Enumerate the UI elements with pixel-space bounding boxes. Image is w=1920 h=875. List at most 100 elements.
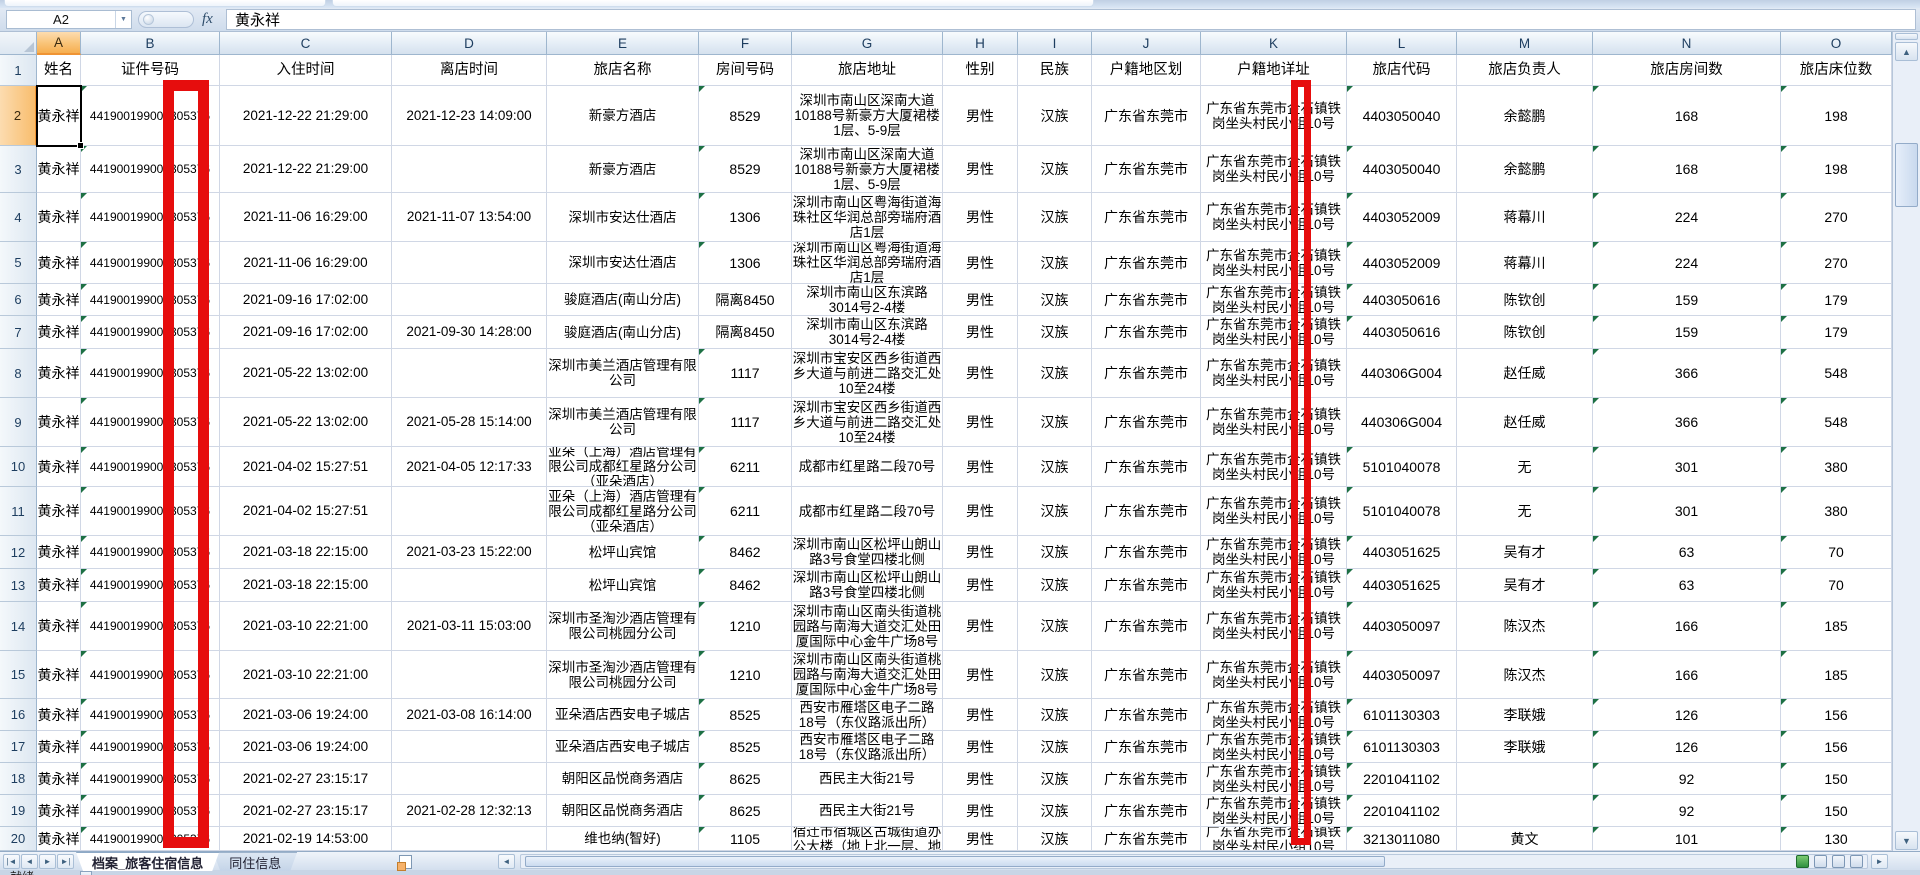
- cell-L12[interactable]: 4403051625: [1347, 536, 1457, 569]
- cell-J6[interactable]: 广东省东莞市: [1092, 284, 1201, 316]
- row-header-3[interactable]: 3: [0, 146, 37, 193]
- cell-A7[interactable]: 黄永祥: [37, 316, 81, 349]
- cell-H17[interactable]: 男性: [943, 731, 1018, 763]
- column-header-O[interactable]: O: [1781, 32, 1892, 55]
- cell-M5[interactable]: 蒋幕川: [1457, 242, 1593, 284]
- cell-N8[interactable]: 366: [1593, 349, 1781, 398]
- cell-M8[interactable]: 赵任威: [1457, 349, 1593, 398]
- cell-E10[interactable]: 亚朵（上海）酒店管理有限公司成都红星路分公司（亚朵酒店）: [547, 447, 699, 487]
- cell-B9[interactable]: 441900199009305376: [81, 398, 220, 447]
- cell-H11[interactable]: 男性: [943, 487, 1018, 536]
- cell-H16[interactable]: 男性: [943, 699, 1018, 731]
- cell-O4[interactable]: 270: [1781, 193, 1892, 242]
- cell-B4[interactable]: 441900199009305376: [81, 193, 220, 242]
- status-green-icon[interactable]: [1796, 855, 1809, 868]
- cell-J2[interactable]: 广东省东莞市: [1092, 86, 1201, 146]
- cell-N18[interactable]: 92: [1593, 763, 1781, 795]
- scroll-down-button[interactable]: ▼: [1895, 831, 1918, 850]
- cell-A6[interactable]: 黄永祥: [37, 284, 81, 316]
- cell-L17[interactable]: 6101130303: [1347, 731, 1457, 763]
- cell-B11[interactable]: 441900199009305376: [81, 487, 220, 536]
- cell-E11[interactable]: 亚朵（上海）酒店管理有限公司成都红星路分公司（亚朵酒店）: [547, 487, 699, 536]
- cell-K1[interactable]: 户籍地详址: [1201, 55, 1347, 86]
- cell-G15[interactable]: 深圳市南山区南头街道桃园路与南海大道交汇处田厦国际中心金牛广场8号: [792, 651, 943, 699]
- cell-G2[interactable]: 深圳市南山区深南大道10188号新豪方大厦裙楼1层、5-9层: [792, 86, 943, 146]
- row-header-12[interactable]: 12: [0, 536, 37, 569]
- column-header-E[interactable]: E: [547, 32, 699, 55]
- row-header-2[interactable]: 2: [0, 86, 37, 146]
- cell-N6[interactable]: 159: [1593, 284, 1781, 316]
- cell-H15[interactable]: 男性: [943, 651, 1018, 699]
- cell-I11[interactable]: 汉族: [1018, 487, 1092, 536]
- cell-E12[interactable]: 松坪山宾馆: [547, 536, 699, 569]
- cell-F14[interactable]: 1210: [699, 602, 792, 651]
- cell-O19[interactable]: 150: [1781, 795, 1892, 827]
- cell-F10[interactable]: 6211: [699, 447, 792, 487]
- cell-F13[interactable]: 8462: [699, 569, 792, 602]
- cell-M3[interactable]: 余懿鹏: [1457, 146, 1593, 193]
- cell-L16[interactable]: 6101130303: [1347, 699, 1457, 731]
- cell-D6[interactable]: [392, 284, 547, 316]
- view-normal-icon[interactable]: [1814, 855, 1827, 868]
- cell-K10[interactable]: 广东省东莞市企石镇铁岗坐头村民小组10号: [1201, 447, 1347, 487]
- cell-D17[interactable]: [392, 731, 547, 763]
- cell-B3[interactable]: 441900199009305376: [81, 146, 220, 193]
- cell-B2[interactable]: 441900199009305376: [81, 86, 220, 146]
- cell-B14[interactable]: 441900199009305376: [81, 602, 220, 651]
- cell-L8[interactable]: 440306G004: [1347, 349, 1457, 398]
- column-header-I[interactable]: I: [1018, 32, 1092, 55]
- cell-F3[interactable]: 8529: [699, 146, 792, 193]
- cell-L7[interactable]: 4403050616: [1347, 316, 1457, 349]
- cell-A2[interactable]: 黄永祥: [37, 86, 81, 146]
- cell-G10[interactable]: 成都市红星路二段70号: [792, 447, 943, 487]
- cell-K17[interactable]: 广东省东莞市企石镇铁岗坐头村民小组10号: [1201, 731, 1347, 763]
- cell-J15[interactable]: 广东省东莞市: [1092, 651, 1201, 699]
- cell-K6[interactable]: 广东省东莞市企石镇铁岗坐头村民小组10号: [1201, 284, 1347, 316]
- column-header-M[interactable]: M: [1457, 32, 1593, 55]
- cell-F5[interactable]: 1306: [699, 242, 792, 284]
- cell-M6[interactable]: 陈钦创: [1457, 284, 1593, 316]
- cell-M11[interactable]: 无: [1457, 487, 1593, 536]
- column-header-N[interactable]: N: [1593, 32, 1781, 55]
- cell-K19[interactable]: 广东省东莞市企石镇铁岗坐头村民小组10号: [1201, 795, 1347, 827]
- row-header-16[interactable]: 16: [0, 699, 37, 731]
- cell-J4[interactable]: 广东省东莞市: [1092, 193, 1201, 242]
- cell-L13[interactable]: 4403051625: [1347, 569, 1457, 602]
- cell-M10[interactable]: 无: [1457, 447, 1593, 487]
- cell-E4[interactable]: 深圳市安达仕酒店: [547, 193, 699, 242]
- cell-C2[interactable]: 2021-12-22 21:29:00: [220, 86, 392, 146]
- cell-J17[interactable]: 广东省东莞市: [1092, 731, 1201, 763]
- vertical-scrollbar[interactable]: ▲ ▼: [1892, 32, 1920, 851]
- cell-A18[interactable]: 黄永祥: [37, 763, 81, 795]
- cell-A19[interactable]: 黄永祥: [37, 795, 81, 827]
- cell-D5[interactable]: [392, 242, 547, 284]
- cell-J7[interactable]: 广东省东莞市: [1092, 316, 1201, 349]
- cell-A20[interactable]: 黄永祥: [37, 827, 81, 851]
- sheet-tab-2[interactable]: 同住信息: [213, 852, 297, 871]
- name-box-dropdown-icon[interactable]: ▼: [115, 11, 131, 28]
- row-header-20[interactable]: 20: [0, 827, 37, 851]
- cell-F11[interactable]: 6211: [699, 487, 792, 536]
- cell-H12[interactable]: 男性: [943, 536, 1018, 569]
- cell-E18[interactable]: 朝阳区品悦商务酒店: [547, 763, 699, 795]
- cell-G3[interactable]: 深圳市南山区深南大道10188号新豪方大厦裙楼1层、5-9层: [792, 146, 943, 193]
- cell-F12[interactable]: 8462: [699, 536, 792, 569]
- cell-K15[interactable]: 广东省东莞市企石镇铁岗坐头村民小组10号: [1201, 651, 1347, 699]
- cell-I7[interactable]: 汉族: [1018, 316, 1092, 349]
- cell-B20[interactable]: 441900199009305376: [81, 827, 220, 851]
- cell-L1[interactable]: 旅店代码: [1347, 55, 1457, 86]
- cell-A3[interactable]: 黄永祥: [37, 146, 81, 193]
- cell-E16[interactable]: 亚朵酒店西安电子城店: [547, 699, 699, 731]
- cell-D11[interactable]: [392, 487, 547, 536]
- cell-M16[interactable]: 李联娥: [1457, 699, 1593, 731]
- cell-F4[interactable]: 1306: [699, 193, 792, 242]
- cell-G13[interactable]: 深圳市南山区松坪山朗山路3号食堂四楼北侧: [792, 569, 943, 602]
- cell-J3[interactable]: 广东省东莞市: [1092, 146, 1201, 193]
- cell-O1[interactable]: 旅店床位数: [1781, 55, 1892, 86]
- cell-H3[interactable]: 男性: [943, 146, 1018, 193]
- cell-G19[interactable]: 西民主大街21号: [792, 795, 943, 827]
- cell-C5[interactable]: 2021-11-06 16:29:00: [220, 242, 392, 284]
- cell-F19[interactable]: 8625: [699, 795, 792, 827]
- cell-D8[interactable]: [392, 349, 547, 398]
- cell-O10[interactable]: 380: [1781, 447, 1892, 487]
